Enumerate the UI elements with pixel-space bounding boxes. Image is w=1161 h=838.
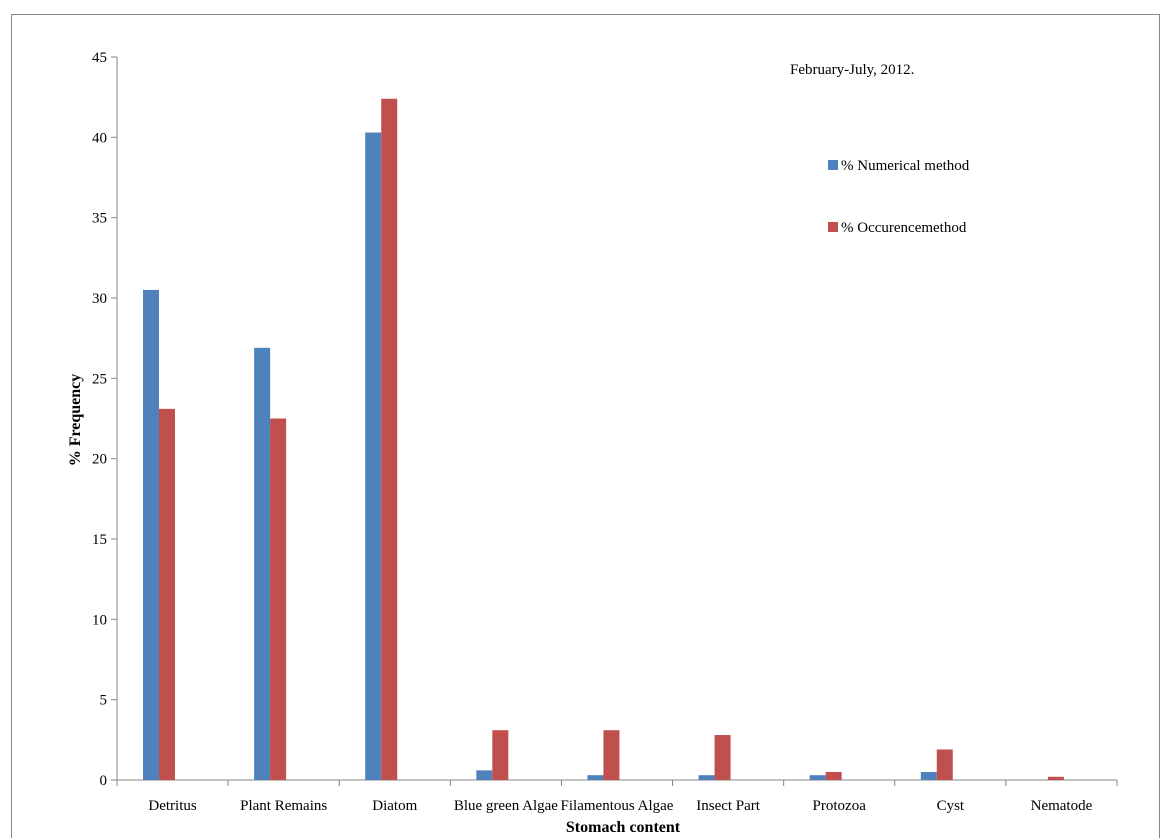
x-category-label: Plant Remains bbox=[240, 798, 327, 814]
y-tick-label: 35 bbox=[92, 211, 107, 227]
x-category-label: Cyst bbox=[937, 798, 965, 814]
x-category-label: Protozoa bbox=[813, 798, 867, 814]
x-category-label: Nematode bbox=[1031, 798, 1093, 814]
x-category-label: Insect Part bbox=[696, 798, 761, 814]
y-tick-label: 15 bbox=[92, 532, 107, 548]
y-tick-label: 0 bbox=[100, 773, 108, 789]
y-tick-label: 25 bbox=[92, 371, 107, 387]
y-tick-label: 45 bbox=[92, 50, 107, 66]
x-category-label: Blue green Algae bbox=[454, 798, 558, 814]
bar-occurence bbox=[603, 730, 620, 780]
bar-numerical bbox=[254, 347, 271, 780]
bar-numerical bbox=[920, 771, 937, 780]
bar-occurence bbox=[714, 735, 731, 780]
bar-occurence bbox=[159, 408, 175, 780]
bar-numerical bbox=[587, 775, 604, 780]
x-category-label: Filamentous Algae bbox=[561, 798, 674, 814]
legend-label: % Occurencemethod bbox=[841, 220, 967, 236]
bar-occurence bbox=[825, 771, 842, 780]
y-tick-label: 30 bbox=[92, 291, 107, 307]
legend-label: % Numerical method bbox=[841, 158, 970, 174]
x-category-label: Detritus bbox=[148, 798, 196, 814]
legend: % Numerical method % Occurencemethod bbox=[828, 158, 970, 236]
bar-occurence bbox=[381, 98, 398, 781]
y-axis-title: % Frequency bbox=[67, 374, 84, 467]
y-tick-label: 5 bbox=[100, 693, 108, 709]
x-axis-title: Stomach content bbox=[566, 819, 681, 836]
bar-numerical bbox=[809, 775, 826, 780]
legend-swatch bbox=[828, 160, 838, 170]
bar-occurence bbox=[1047, 776, 1064, 780]
bar-occurence bbox=[492, 730, 509, 780]
legend-swatch bbox=[828, 222, 838, 232]
x-axis: Detritus Plant Remains Diatom Blue green Al… bbox=[116, 779, 1118, 814]
bar-numerical bbox=[476, 770, 493, 780]
y-axis: 0 5 10 15 20 25 30 35 40 45 bbox=[92, 50, 118, 789]
bar-numerical bbox=[698, 775, 715, 780]
chart-frame bbox=[11, 14, 1160, 838]
bar-numerical bbox=[143, 289, 159, 780]
x-category-label: Diatom bbox=[372, 798, 417, 814]
y-tick-label: 40 bbox=[92, 130, 107, 146]
bar-numerical bbox=[365, 132, 382, 781]
bar-occurence bbox=[270, 418, 287, 780]
bars bbox=[143, 98, 1064, 781]
bar-occurence bbox=[936, 749, 953, 780]
chart-annotation: February-July, 2012. bbox=[790, 62, 914, 78]
y-tick-label: 20 bbox=[92, 452, 107, 468]
y-tick-label: 10 bbox=[92, 612, 107, 628]
